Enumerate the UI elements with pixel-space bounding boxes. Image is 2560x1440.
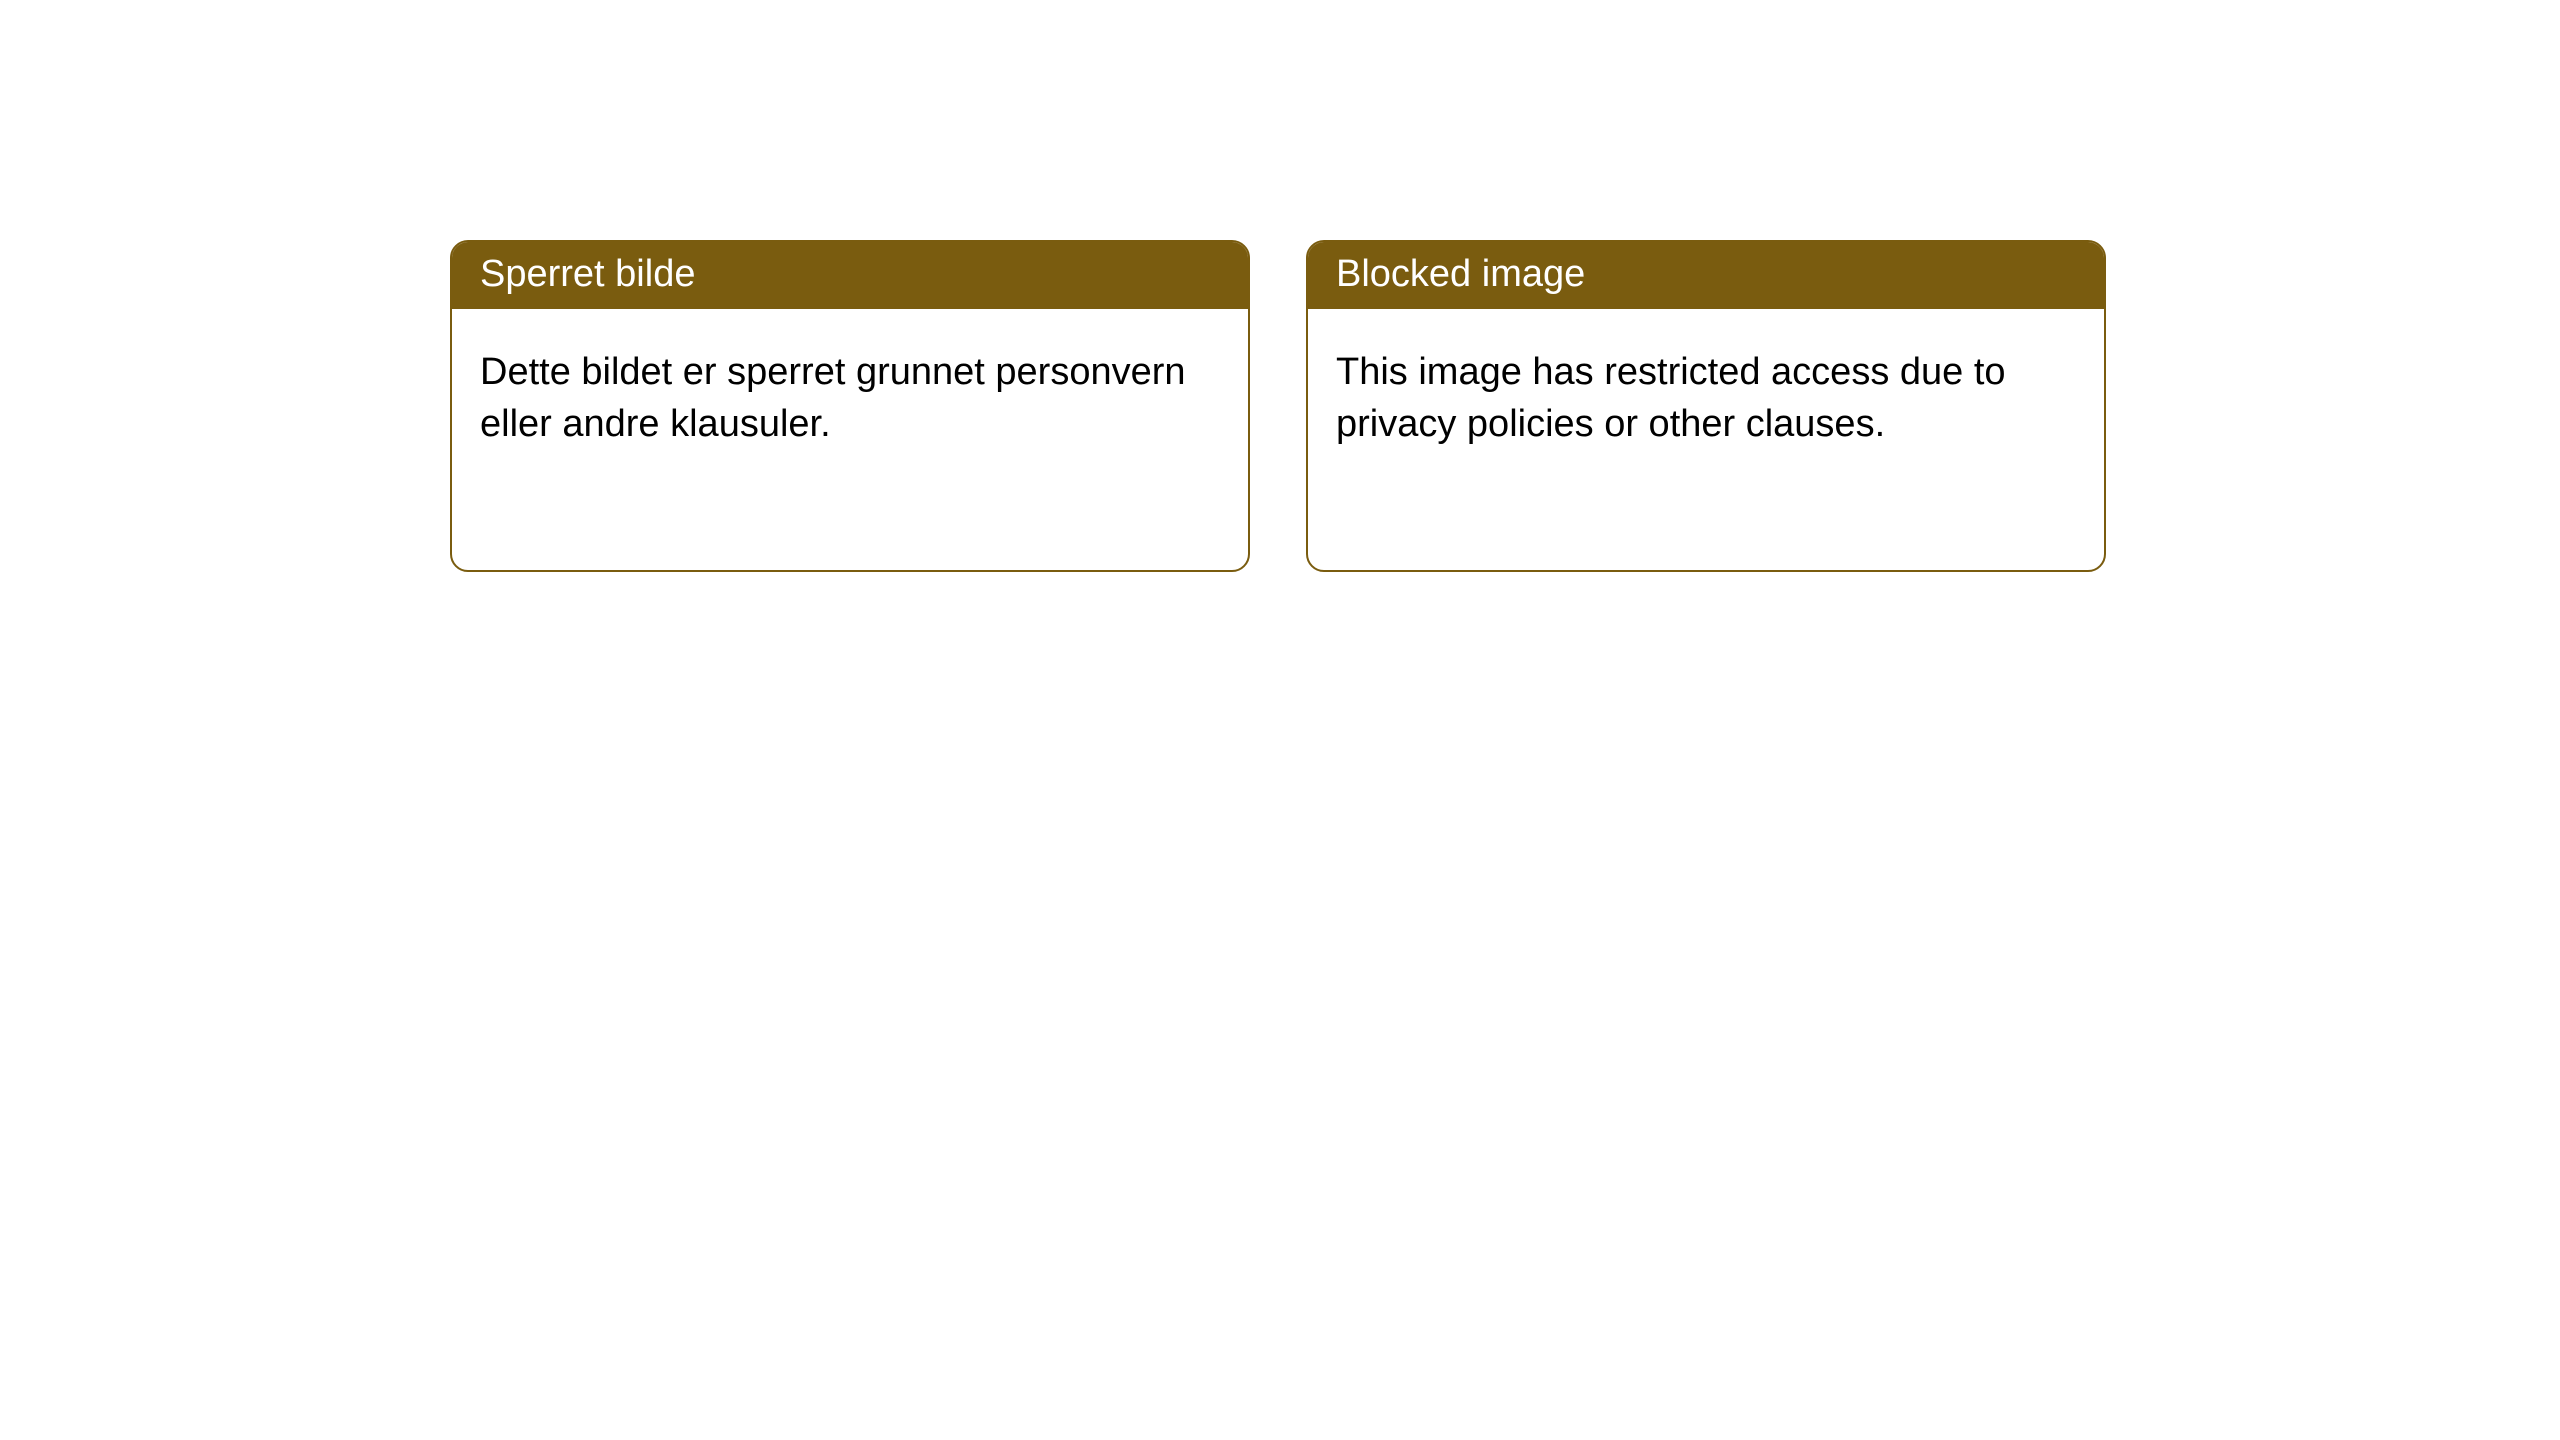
notice-container: Sperret bilde Dette bildet er sperret gr… xyxy=(0,0,2560,572)
notice-title: Sperret bilde xyxy=(452,242,1248,309)
notice-title: Blocked image xyxy=(1308,242,2104,309)
notice-body: Dette bildet er sperret grunnet personve… xyxy=(452,309,1248,478)
notice-body: This image has restricted access due to … xyxy=(1308,309,2104,478)
notice-card-norwegian: Sperret bilde Dette bildet er sperret gr… xyxy=(450,240,1250,572)
notice-card-english: Blocked image This image has restricted … xyxy=(1306,240,2106,572)
